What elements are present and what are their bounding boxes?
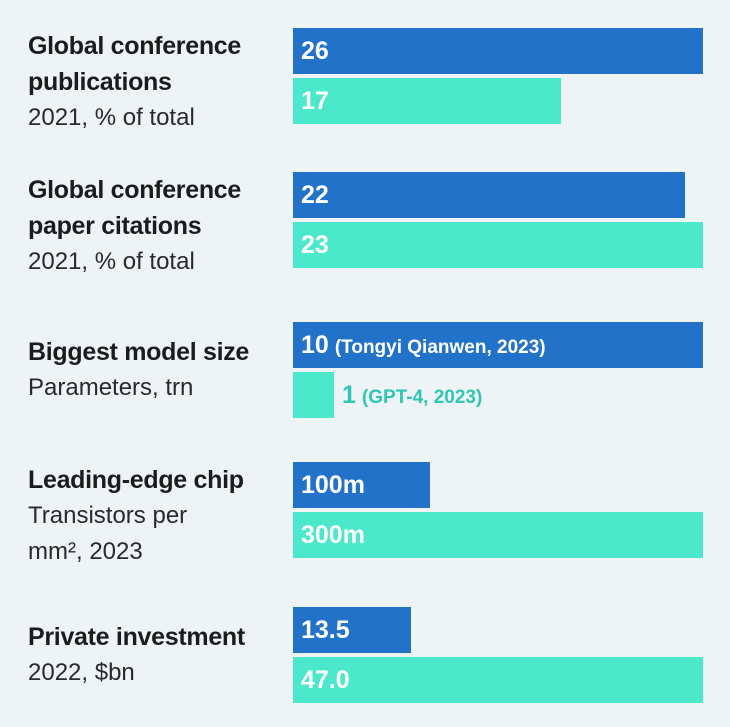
bar-value-label: 17 bbox=[301, 78, 329, 124]
bar-value: 22 bbox=[301, 181, 329, 209]
bar-series_b bbox=[293, 372, 334, 418]
bar-value: 26 bbox=[301, 37, 329, 65]
group-title: Private investment bbox=[28, 623, 245, 651]
bar-value-label: 100m bbox=[301, 462, 365, 508]
group-subtitle: 2021, % of total bbox=[28, 104, 195, 131]
chart-group: Biggest model size Parameters, trn 10 (Tong… bbox=[0, 322, 730, 432]
group-subtitle: Transistors per mm², 2023 bbox=[28, 502, 188, 565]
group-title: Biggest model size bbox=[28, 338, 250, 366]
bar-series_a bbox=[293, 172, 685, 218]
bar-value-label: 13.5 bbox=[301, 607, 350, 653]
group-label: Leading-edge chip Transistors per mm², 20… bbox=[28, 462, 288, 570]
bar-value: 10 bbox=[301, 331, 329, 359]
bar-value: 23 bbox=[301, 231, 329, 259]
bar-value: 100m bbox=[301, 471, 365, 499]
bar-series_a bbox=[293, 322, 703, 368]
bar-series_a bbox=[293, 28, 703, 74]
group-subtitle: 2021, % of total bbox=[28, 248, 195, 275]
bar-value-label: 47.0 bbox=[301, 657, 350, 703]
group-label: Global conference publications 2021, % of… bbox=[28, 28, 288, 136]
group-label: Private investment 2022, $bn bbox=[28, 619, 288, 691]
chart-group: Leading-edge chip Transistors per mm², 20… bbox=[0, 462, 730, 572]
group-label: Biggest model size Parameters, trn bbox=[28, 334, 288, 406]
bar-value-label: 26 bbox=[301, 28, 329, 74]
bar-series_b bbox=[293, 78, 561, 124]
bar-series_a bbox=[293, 462, 430, 508]
bar-value: 17 bbox=[301, 87, 329, 115]
bar-value-label: 10 (Tongyi Qianwen, 2023) bbox=[301, 322, 546, 368]
bar-value-label: 1 (GPT-4, 2023) bbox=[342, 372, 482, 418]
bar-note: (Tongyi Qianwen, 2023) bbox=[334, 337, 546, 358]
chart-group: Private investment 2022, $bn 13.5 47.0 bbox=[0, 607, 730, 717]
bar-series_a bbox=[293, 607, 411, 653]
group-subtitle: 2022, $bn bbox=[28, 659, 135, 686]
chart-group: Global conference publications 2021, % of… bbox=[0, 28, 730, 138]
group-subtitle: Parameters, trn bbox=[28, 374, 194, 401]
bar-value: 13.5 bbox=[301, 616, 350, 644]
group-title: Leading-edge chip bbox=[28, 466, 244, 494]
bar-value: 1 bbox=[342, 381, 356, 409]
bar-value-label: 23 bbox=[301, 222, 329, 268]
bar-series_b bbox=[293, 512, 703, 558]
bar-series_b bbox=[293, 657, 703, 703]
bar-note: (GPT-4, 2023) bbox=[361, 387, 483, 408]
chart-group: Global conference paper citations 2021, %… bbox=[0, 172, 730, 282]
group-title: Global conference paper citations bbox=[28, 176, 242, 240]
bar-series_b bbox=[293, 222, 703, 268]
bar-value-label: 300m bbox=[301, 512, 365, 558]
bar-value: 300m bbox=[301, 521, 365, 549]
group-title: Global conference publications bbox=[28, 32, 242, 96]
bar-value-label: 22 bbox=[301, 172, 329, 218]
bar-value: 47.0 bbox=[301, 666, 350, 694]
group-label: Global conference paper citations 2021, %… bbox=[28, 172, 288, 280]
